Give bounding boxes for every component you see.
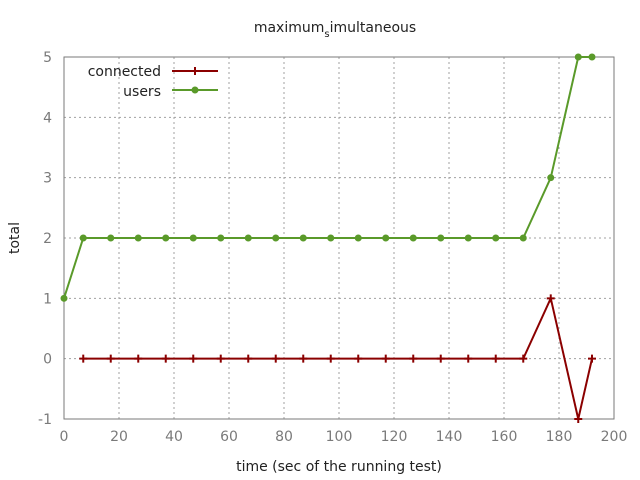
data-point-connected [244, 354, 253, 363]
data-point-connected [546, 294, 555, 303]
legend-marker-users [191, 86, 199, 94]
data-point-users [409, 234, 417, 242]
data-point-users [547, 174, 555, 182]
data-point-connected [106, 354, 115, 363]
data-point-users [327, 234, 335, 242]
data-point-users [299, 234, 307, 242]
data-point-users [162, 234, 170, 242]
data-point-connected [326, 354, 335, 363]
data-point-users [134, 234, 142, 242]
data-point-connected [381, 354, 390, 363]
x-tick-label: 0 [60, 429, 69, 445]
x-axis-label: time (sec of the running test) [236, 459, 442, 475]
data-point-connected [491, 354, 500, 363]
x-tick-labels: 0 20 40 60 80 100 120 140 160 180 200 [60, 429, 628, 445]
chart-title-main: maximum [254, 20, 325, 36]
chart-title-rest: imultaneous [330, 20, 417, 36]
y-tick-label: -1 [38, 412, 52, 428]
chart-title: maximumsimultaneous [254, 20, 416, 40]
data-point-users [464, 234, 472, 242]
data-point-users [272, 234, 280, 242]
data-point-connected [134, 354, 143, 363]
data-point-connected [271, 354, 280, 363]
y-tick-label: 0 [43, 352, 52, 368]
legend-label-users: users [123, 84, 161, 100]
data-point-connected [588, 354, 596, 363]
x-tick-label: 160 [491, 429, 518, 445]
data-point-users [588, 53, 596, 61]
y-tick-label: 1 [43, 291, 52, 307]
data-point-users [492, 234, 500, 242]
y-tick-label: 2 [43, 231, 52, 247]
plot-frame [63, 56, 615, 420]
x-tick-label: 40 [165, 429, 183, 445]
data-point-users [354, 234, 362, 242]
data-point-connected [464, 354, 473, 363]
data-point-connected [299, 354, 308, 363]
data-point-connected [79, 354, 88, 363]
series-layer [60, 53, 596, 423]
x-tick-label: 100 [326, 429, 353, 445]
legend-label-connected: connected [88, 64, 161, 80]
data-point-connected [436, 354, 445, 363]
data-point-users [189, 234, 197, 242]
data-point-connected [354, 354, 363, 363]
x-tick-label: 120 [381, 429, 408, 445]
y-axis-label: total [7, 222, 23, 254]
data-point-users [574, 53, 582, 61]
data-point-users [244, 234, 252, 242]
data-point-users [79, 234, 87, 242]
y-tick-label: 3 [43, 171, 52, 187]
legend: connected users [88, 64, 218, 100]
data-point-connected [161, 354, 170, 363]
data-point-connected [519, 354, 528, 363]
data-point-connected [189, 354, 198, 363]
data-point-connected [574, 415, 583, 423]
x-tick-label: 140 [436, 429, 463, 445]
data-point-users [60, 294, 68, 302]
x-tick-label: 20 [110, 429, 128, 445]
data-point-connected [409, 354, 418, 363]
x-tick-label: 80 [275, 429, 293, 445]
y-tick-label: 4 [43, 110, 52, 126]
chart-title-subscript: s [324, 29, 329, 40]
data-point-connected [216, 354, 225, 363]
data-point-users [107, 234, 115, 242]
data-point-users [382, 234, 390, 242]
legend-marker-connected [191, 67, 199, 75]
y-tick-label: 5 [43, 50, 52, 66]
y-tick-labels: -1 0 1 2 3 4 5 [38, 50, 52, 428]
data-point-users [217, 234, 225, 242]
data-point-users [519, 234, 527, 242]
x-tick-label: 200 [601, 429, 628, 445]
x-tick-label: 60 [220, 429, 238, 445]
data-point-users [437, 234, 445, 242]
x-tick-label: 180 [546, 429, 573, 445]
series-line-connected [83, 295, 593, 420]
